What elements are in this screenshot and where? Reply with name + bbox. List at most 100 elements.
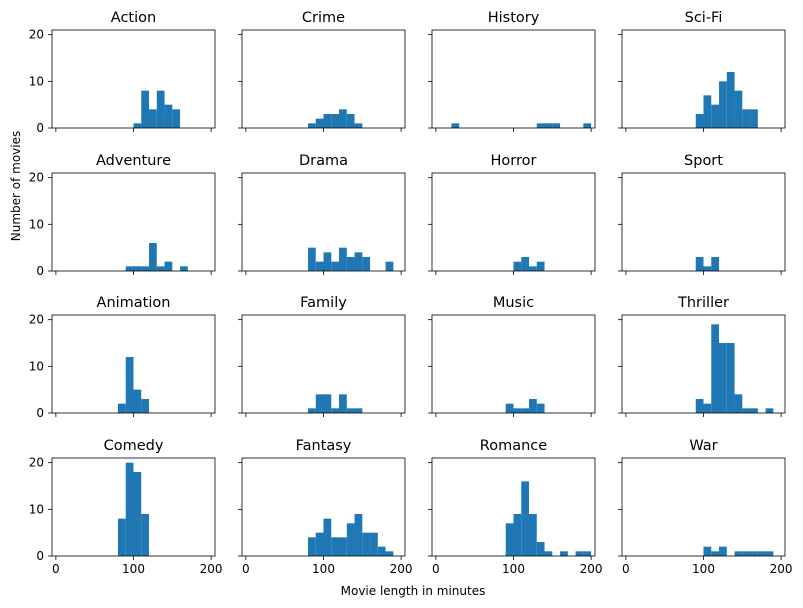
panel-title: Thriller [677,295,729,311]
histogram-bar [544,123,553,128]
figure-ylabel: Number of movies [9,131,23,242]
x-tick-label: 100 [502,562,525,576]
histogram-bar [583,551,592,556]
histogram-bar [125,266,134,271]
panel-comedy: Comedy 0 100 200 0 10 20 [29,438,223,576]
histogram-bar [339,109,347,128]
histogram-bar [529,514,537,556]
axes-frame [431,29,596,129]
panel-horror: Horror [428,153,596,275]
histogram-bar [362,257,371,271]
axes-frame [621,172,786,272]
histogram-bar [331,261,340,271]
panel-romance: Romance 0 100 200 [428,438,603,576]
histogram-bar [742,551,751,556]
histogram-bar [529,266,537,271]
histogram-bar [370,532,378,556]
panel-title: War [689,438,717,454]
histogram-bar [331,537,340,556]
histogram-bar [695,257,704,271]
histogram-bar [695,399,704,413]
histogram-bar [451,123,460,128]
x-tick-label: 200 [390,562,413,576]
histogram-bar [711,324,720,413]
histogram-bar [544,551,553,556]
histogram-bar [513,261,522,271]
histogram-bar [742,408,751,413]
histogram-bar [362,532,371,556]
x-tick-label: 100 [692,562,715,576]
histogram-bar [133,472,142,556]
histogram-bar [323,252,332,271]
panel-family: Family [238,295,406,417]
panel-fantasy: Fantasy 0 100 200 [238,438,413,576]
panel-sci-fi: Sci-Fi [618,10,786,132]
histogram-bar [354,408,363,413]
histogram-bar [703,95,712,128]
panel-sport: Sport [618,153,786,275]
axes-frame [241,29,406,129]
histogram-bar [133,266,142,271]
histogram-bar [765,408,774,413]
y-tick-label: 20 [29,28,44,42]
axes-frame [431,314,596,414]
axes-frame [621,457,786,557]
histogram-bar [346,523,355,556]
histogram-bar [117,518,126,556]
panel-title: Sci-Fi [685,10,723,26]
panel-thriller: Thriller [618,295,786,417]
axes-frame [621,314,786,414]
histogram-bar [117,403,126,413]
histogram-bar [164,261,173,271]
axes-frame [51,172,216,272]
histogram-bar [719,343,727,413]
y-tick-label: 0 [36,549,44,563]
histogram-bar [750,109,758,128]
axes-frame [431,172,596,272]
x-tick-label: 0 [52,562,60,576]
histogram-bar [385,261,394,271]
panel-war: War 0 100 200 [618,438,793,576]
panel-title: Drama [299,153,348,169]
y-tick-label: 20 [29,313,44,327]
histogram-bar [331,408,340,413]
histogram-bar [765,551,774,556]
histogram-bar [711,257,720,271]
panel-title: Comedy [104,438,164,454]
histogram-bar [703,266,712,271]
histogram-bar [164,104,173,128]
x-tick-label: 200 [580,562,603,576]
histogram-bar [141,266,150,271]
histogram-bar [521,408,530,413]
histogram-bar [315,532,324,556]
histogram-bar [141,399,150,413]
histogram-bar [385,551,394,556]
histogram-bar [521,481,530,556]
histogram-bar [536,123,545,128]
histogram-bar [719,81,727,128]
y-tick-label: 10 [29,74,44,88]
histogram-bar [711,551,720,556]
histogram-bar [149,243,157,271]
histogram-bar [346,114,355,128]
panel-history: History [428,10,596,132]
panel-action: Action 0 10 20 [29,10,216,135]
histogram-bar [323,394,332,413]
x-tick-label: 0 [432,562,440,576]
histogram-bar [307,408,316,413]
histogram-bar [711,104,720,128]
histogram-bar [703,403,712,413]
histogram-bar [734,90,743,128]
histogram-bar [156,266,165,271]
panel-title: Fantasy [296,438,352,454]
histogram-bar [734,551,743,556]
histogram-bar [307,247,316,271]
histogram-bar [133,123,142,128]
histogram-bar [757,551,766,556]
panel-crime: Crime [238,10,406,132]
y-tick-label: 20 [29,171,44,185]
histogram-bar [180,266,188,271]
y-tick-label: 0 [36,121,44,135]
histogram-bar [583,123,592,128]
panel-title: Family [300,295,347,311]
